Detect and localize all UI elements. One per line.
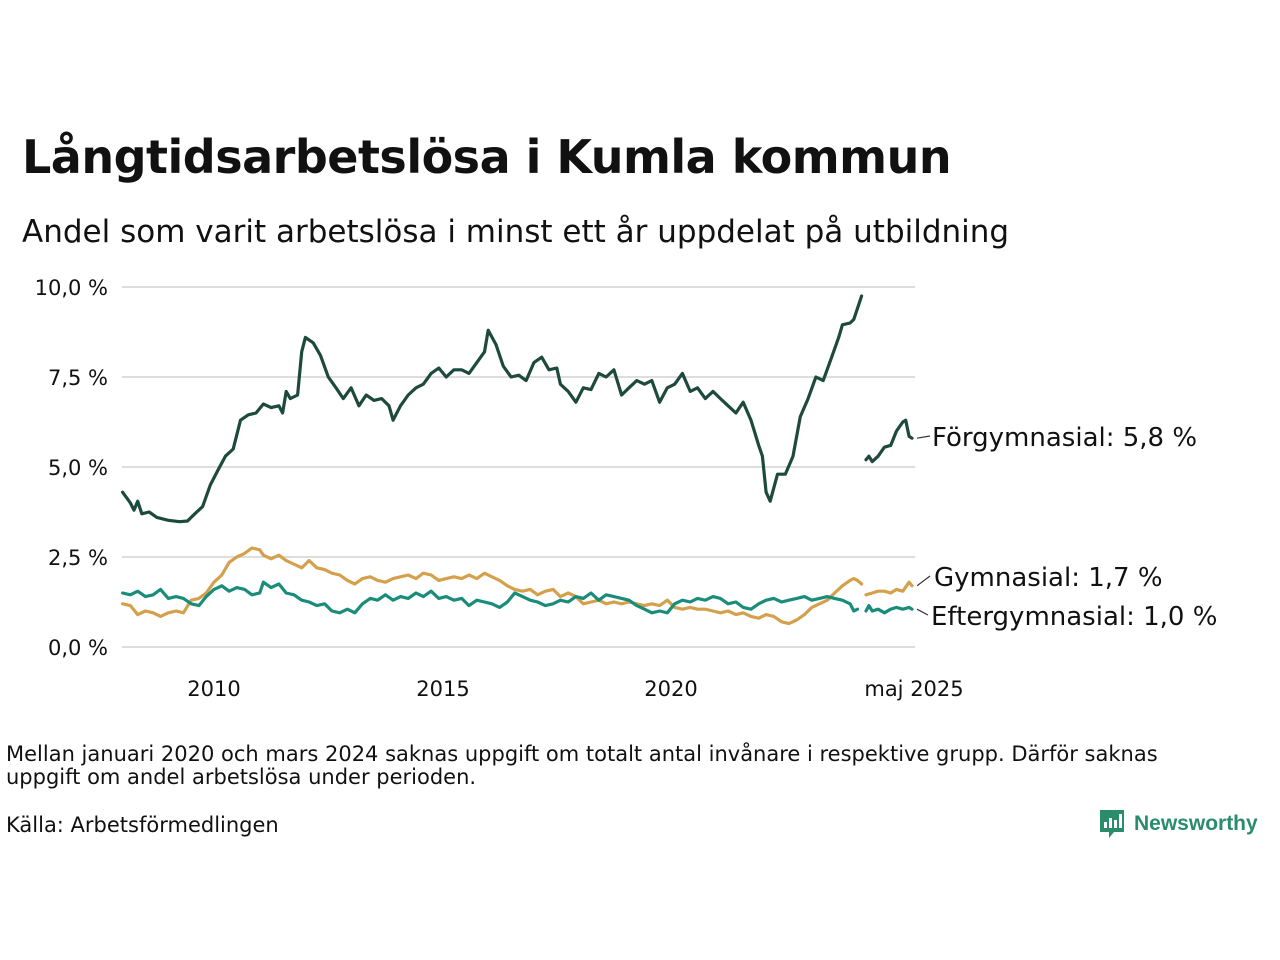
chart-subtitle: Andel som varit arbetslösa i minst ett å… (22, 214, 1010, 250)
x-tick-label: 2010 (187, 677, 240, 701)
series-end-label: Eftergymnasial: 1,0 % (931, 602, 1217, 632)
label-leader-line (916, 435, 931, 439)
series-line-gymnasial (120, 546, 864, 626)
y-tick-label: 10,0 % (35, 276, 108, 300)
footnote: Mellan januari 2020 och mars 2024 saknas… (6, 742, 1158, 789)
brand-name: Newsworthy (1134, 812, 1258, 835)
series-end-label: Gymnasial: 1,7 % (934, 563, 1163, 593)
label-leader-line (916, 575, 931, 587)
series-end-label: Förgymnasial: 5,8 % (932, 423, 1197, 453)
series-line-eftergymnasial (120, 580, 860, 615)
series-line-förgymnasial (120, 294, 864, 524)
chart-title: Långtidsarbetslösa i Kumla kommun (22, 130, 952, 184)
source-text: Källa: Arbetsförmedlingen (6, 813, 279, 837)
series-line-eftergymnasial (864, 603, 914, 615)
newsworthy-logo: Newsworthy (1098, 808, 1258, 840)
y-tick-label: 0,0 % (48, 636, 108, 660)
x-tick-label: 2020 (644, 677, 697, 701)
series-line-förgymnasial (864, 418, 914, 464)
newsworthy-icon (1100, 810, 1124, 838)
line-chart: 0,0 % 2,5 % 5,0 % 7,5 % 10,0 % 2010 2015 2020 ma… (35, 276, 1218, 701)
y-tick-label: 2,5 % (48, 546, 108, 570)
x-tick-label: maj 2025 (864, 677, 963, 701)
x-tick-label: 2015 (416, 677, 469, 701)
y-tick-label: 7,5 % (48, 366, 108, 390)
series-line-gymnasial (864, 580, 914, 597)
y-tick-label: 5,0 % (48, 456, 108, 480)
label-leader-line (916, 608, 929, 616)
